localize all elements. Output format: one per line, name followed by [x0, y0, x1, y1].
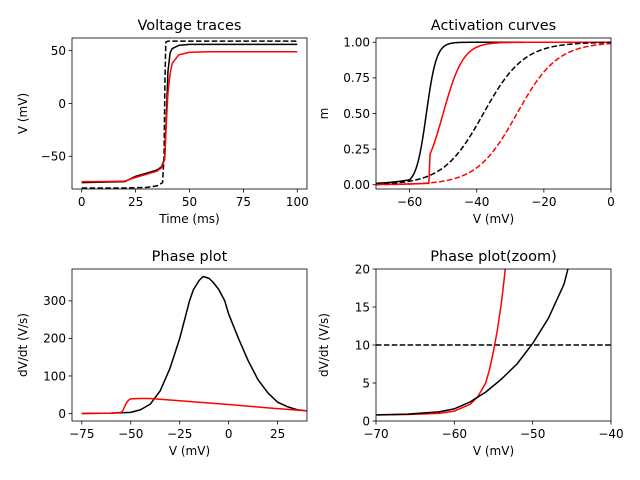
- y-tick-label: 5: [362, 376, 370, 390]
- x-tick-label: −20: [531, 195, 556, 209]
- y-tick-label: 0.00: [343, 178, 370, 192]
- x-axis-label: Time (ms): [158, 212, 220, 226]
- y-tick-label: 0.25: [343, 142, 370, 156]
- y-tick-label: 100: [43, 369, 66, 383]
- y-tick-label: 0: [362, 414, 370, 428]
- y-axis-label: m: [317, 108, 331, 120]
- chart-title: Activation curves: [431, 18, 556, 34]
- x-tick-label: 50: [182, 195, 197, 209]
- axes-frame: [71, 37, 308, 190]
- x-tick-label: −40: [598, 427, 623, 441]
- axes-frame: [375, 37, 612, 190]
- series-line-3: [376, 269, 569, 416]
- series-line-1: [376, 41, 611, 185]
- chart-title: Phase plot(zoom): [430, 249, 557, 265]
- chart-2: −60 −40 −20 0 0.00 0.25 0.50 0.75 1.00 Activation…: [317, 18, 615, 226]
- series-group: [81, 40, 298, 189]
- y-tick-label: 0: [58, 97, 66, 111]
- series-group: [81, 275, 307, 415]
- series-line-3: [376, 41, 611, 185]
- series-line-2: [81, 397, 307, 415]
- x-tick-label: 75: [236, 195, 251, 209]
- y-tick-label: 10: [355, 338, 370, 352]
- series-group: [376, 269, 611, 416]
- x-tick-label: −70: [363, 427, 388, 441]
- series-line-1: [81, 275, 307, 415]
- chart-4: −70 −60 −50 −40 0 5 10 15 20 Phase plot(zoom) V (m…: [317, 249, 624, 458]
- x-tick-label: −60: [442, 427, 467, 441]
- x-tick-label: −25: [167, 427, 192, 441]
- series-group: [376, 41, 611, 186]
- x-tick-label: −60: [397, 195, 422, 209]
- x-axis-label: V (mV): [473, 212, 514, 226]
- x-tick-label: 100: [286, 195, 309, 209]
- x-tick-label: 0: [78, 195, 86, 209]
- y-tick-label: 0: [58, 407, 66, 421]
- series-line-2: [81, 43, 298, 184]
- x-tick-label: −50: [118, 427, 143, 441]
- series-line-4: [376, 42, 611, 186]
- y-tick-label: 200: [43, 332, 66, 346]
- y-axis-label: dV/dt (V/s): [16, 313, 30, 377]
- y-tick-label: 0.50: [343, 107, 370, 121]
- x-tick-label: 25: [270, 427, 285, 441]
- x-tick-label: 0: [225, 427, 233, 441]
- series-line-2: [376, 269, 506, 416]
- chart-3: −75 −50 −25 0 25 0 100 200 300 Phase plot V (mV) dV…: [16, 249, 308, 458]
- x-tick-label: −75: [69, 427, 94, 441]
- chart-title: Phase plot: [152, 249, 228, 265]
- chart-title: Voltage traces: [138, 18, 242, 34]
- y-tick-label: 1.00: [343, 36, 370, 50]
- x-axis-label: V (mV): [473, 444, 514, 458]
- y-tick-label: 50: [51, 44, 66, 58]
- series-line-2: [376, 41, 611, 186]
- axes-frame: [71, 268, 308, 422]
- x-tick-label: 25: [128, 195, 143, 209]
- x-tick-label: −50: [520, 427, 545, 441]
- chart-1: 0 25 50 75 100 −50 0 50 Voltage traces Time (ms) V…: [16, 18, 309, 226]
- y-tick-label: 0.75: [343, 71, 370, 85]
- y-tick-label: 20: [355, 262, 370, 276]
- y-tick-label: 300: [43, 294, 66, 308]
- y-tick-label: −50: [41, 150, 66, 164]
- series-line-3: [81, 50, 298, 183]
- y-tick-label: 15: [355, 300, 370, 314]
- x-tick-label: 0: [607, 195, 615, 209]
- y-axis-label: dV/dt (V/s): [317, 313, 331, 377]
- x-tick-label: −40: [464, 195, 489, 209]
- y-axis-label: V (mV): [16, 93, 30, 134]
- x-axis-label: V (mV): [169, 444, 210, 458]
- series-line-1: [81, 40, 298, 189]
